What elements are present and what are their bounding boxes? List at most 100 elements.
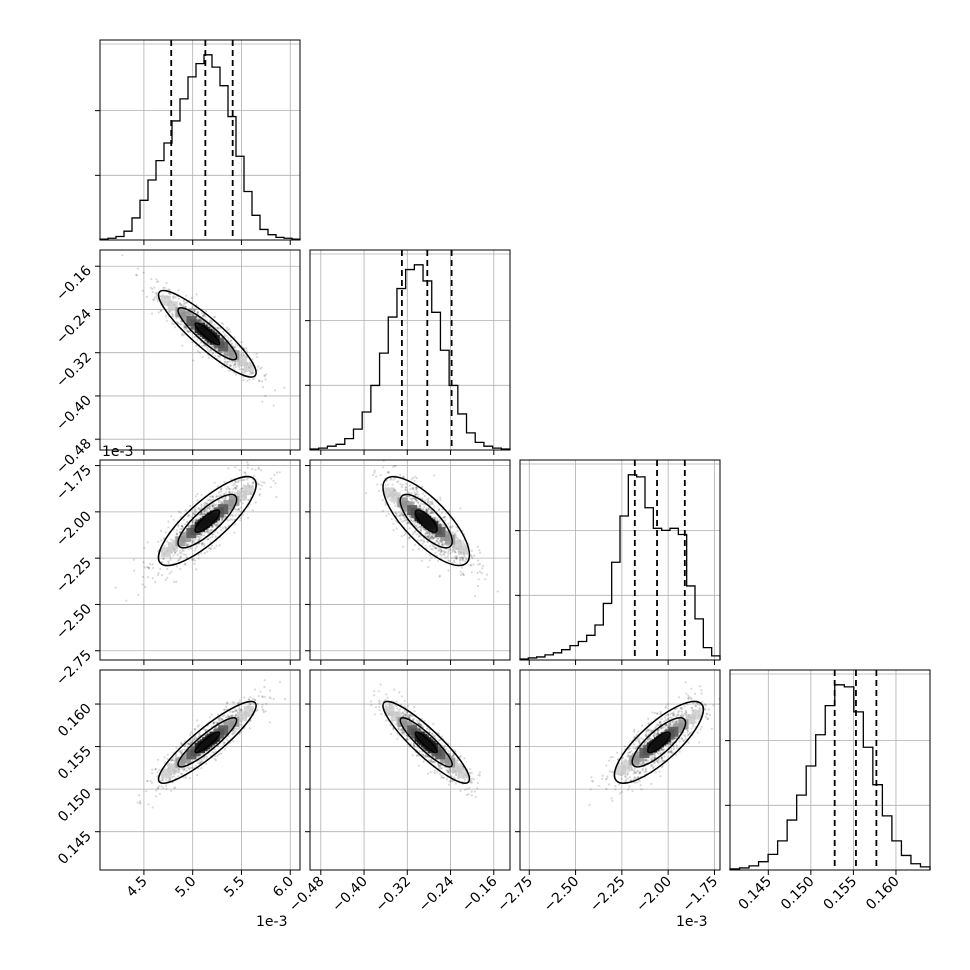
scatter-point: [141, 289, 144, 292]
density-cell: [175, 536, 186, 547]
scatter-point: [125, 599, 128, 602]
scatter-point: [147, 803, 150, 806]
scatter-point: [251, 481, 254, 485]
scatter-point: [459, 570, 462, 573]
scatter-point: [184, 563, 187, 566]
density-cell: [167, 301, 178, 312]
scatter-point: [443, 515, 446, 518]
scatter-point: [447, 559, 450, 562]
scatter-point: [162, 557, 165, 560]
scatter-point: [427, 508, 430, 511]
scatter-point: [234, 365, 237, 368]
scatter-point: [261, 705, 264, 709]
scatter-point: [212, 505, 215, 508]
scatter-point: [258, 380, 261, 383]
scatter-point: [395, 513, 398, 516]
scatter-point: [220, 723, 223, 726]
scatter-point: [431, 548, 434, 551]
scatter-point: [251, 371, 254, 374]
contour-level-1: [177, 717, 238, 768]
scatter-point: [191, 520, 194, 523]
scatter-point: [220, 520, 223, 523]
scatter-point: [364, 492, 367, 495]
scatter-point: [414, 498, 417, 501]
scatter-point: [209, 495, 212, 498]
scatter-point: [177, 558, 180, 562]
scatter-point: [634, 776, 637, 780]
scatter-point: [395, 515, 398, 518]
density-cell: [160, 768, 171, 779]
scatter-point: [168, 778, 172, 781]
scatter-point: [218, 356, 221, 359]
scatter-point: [233, 362, 237, 366]
scatter-point: [402, 713, 405, 716]
scatter-point: [213, 323, 216, 326]
scatter-point: [218, 327, 221, 330]
scatter-point: [413, 479, 416, 482]
scatter-point: [433, 516, 436, 519]
density-cell: [218, 504, 229, 515]
scatter-point: [422, 539, 425, 542]
scatter-point: [448, 780, 451, 783]
density-cell: [180, 532, 191, 543]
scatter-point: [191, 540, 194, 543]
scatter-point: [272, 404, 275, 407]
scatter-point: [205, 762, 208, 765]
scatter-point: [456, 555, 459, 558]
scatter-point: [179, 567, 182, 571]
scatter-point: [450, 775, 453, 778]
scatter-point: [402, 514, 405, 517]
scatter-point: [252, 371, 255, 374]
scatter-point: [209, 505, 212, 508]
x-tick-label: 5.5: [221, 874, 248, 901]
scatter-point: [394, 464, 397, 467]
scatter-point: [252, 482, 255, 485]
scatter-point: [428, 533, 431, 536]
scatter-point: [463, 757, 466, 760]
scatter-point: [386, 470, 389, 474]
scatter-point: [275, 495, 278, 499]
y-tick-label: 0.145: [55, 828, 95, 868]
scatter-point: [208, 507, 211, 510]
scatter-point: [158, 768, 161, 771]
scatter-point: [257, 483, 260, 486]
scatter-point: [235, 486, 238, 490]
scatter-point: [430, 761, 434, 764]
scatter-point: [227, 487, 230, 490]
contour-level-0: [194, 322, 221, 346]
scatter-point: [211, 533, 215, 536]
scatter-point: [146, 779, 149, 782]
scatter-point: [428, 554, 431, 557]
scatter-point: [261, 696, 264, 699]
density-cell: [243, 706, 254, 717]
scatter-point: [269, 486, 272, 489]
y-tick-label: −2.25: [53, 555, 95, 597]
scatter-point: [478, 771, 481, 774]
scatter-point: [157, 571, 160, 575]
scatter-point: [216, 357, 219, 360]
scatter-point: [227, 467, 230, 470]
scatter-point: [197, 507, 200, 510]
scatter-point: [226, 739, 230, 742]
scatter-point: [232, 484, 235, 487]
scatter-point: [404, 486, 408, 489]
scatter-point: [200, 761, 203, 764]
scatter-point: [211, 495, 215, 498]
scatter-point: [205, 530, 209, 534]
scatter-point: [168, 292, 172, 295]
scatter-point: [664, 718, 668, 722]
scatter-point: [428, 534, 431, 537]
scatter-point: [463, 560, 466, 563]
scatter-point: [198, 762, 201, 765]
scatter-point: [177, 289, 180, 292]
scatter-point: [157, 280, 160, 283]
scatter-point: [195, 510, 198, 514]
scatter-point: [408, 713, 411, 717]
scatter-point: [142, 271, 145, 274]
scatter-point: [226, 486, 229, 489]
scatter-point: [412, 531, 415, 534]
scatter-point: [426, 534, 429, 538]
scatter-point: [191, 341, 194, 344]
scatter-point: [387, 483, 390, 486]
scatter-point: [397, 727, 401, 730]
